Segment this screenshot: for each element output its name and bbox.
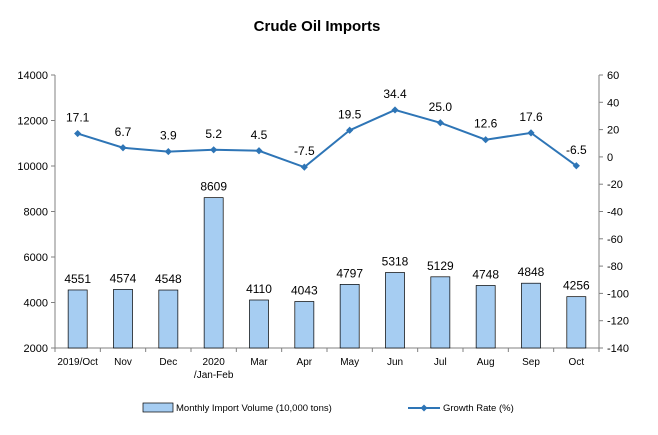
- bar: [294, 301, 315, 349]
- line-point-marker: [527, 129, 535, 137]
- right-tick-label: -40: [607, 207, 623, 219]
- right-tick-label: -80: [607, 261, 623, 273]
- line-point-marker: [436, 119, 444, 127]
- bar: [521, 282, 541, 349]
- x-tick-label: Dec: [159, 357, 177, 368]
- left-tick-label: 2000: [24, 343, 48, 355]
- line-data-label: 17.1: [66, 111, 90, 125]
- x-tick-label: Nov: [114, 357, 132, 368]
- x-tick-label: Oct: [569, 357, 585, 368]
- bar-data-label: 5129: [427, 259, 454, 273]
- bar: [113, 289, 133, 349]
- line-point-marker: [482, 136, 490, 144]
- left-tick-label: 10000: [17, 161, 48, 173]
- bar: [67, 289, 88, 349]
- x-tick-label: Apr: [297, 357, 313, 368]
- growth-rate-line: [77, 108, 577, 169]
- bar: [158, 289, 179, 349]
- line-data-label: 12.6: [474, 117, 498, 131]
- right-tick-label: -120: [607, 316, 629, 328]
- line-data-label: 34.4: [383, 87, 407, 101]
- bar: [203, 197, 224, 349]
- line-data-label: 25.0: [429, 100, 453, 114]
- bar-data-label: 4256: [563, 279, 590, 293]
- x-tick-label: May: [340, 357, 359, 368]
- left-tick-label: 14000: [17, 70, 48, 82]
- line-point-marker: [300, 163, 308, 171]
- bar-data-label: 4551: [64, 272, 91, 286]
- right-tick-label: -20: [607, 179, 623, 191]
- line-point-marker: [255, 147, 263, 155]
- bar-data-label: 4748: [472, 267, 499, 281]
- x-tick-label: Mar: [250, 357, 268, 368]
- x-tick-label: 2019/Oct: [57, 357, 98, 368]
- x-tick-label: Aug: [477, 357, 495, 368]
- bar-data-label: 4110: [246, 282, 272, 296]
- bar: [430, 276, 451, 349]
- legend-bar-label: Monthly Import Volume (10,000 tons): [176, 403, 332, 414]
- right-tick-label: -140: [607, 343, 629, 355]
- right-tick-label: -60: [607, 234, 623, 246]
- line-point-marker: [572, 162, 580, 170]
- bar-data-label: 8609: [200, 180, 227, 194]
- bar: [566, 296, 587, 349]
- left-tick-label: 12000: [17, 116, 48, 128]
- right-tick-label: 0: [607, 152, 613, 164]
- line-data-label: 5.2: [205, 127, 222, 141]
- bar-data-label: 4043: [291, 284, 318, 298]
- line-data-label: -6.5: [566, 143, 587, 157]
- line-point-marker: [164, 147, 172, 156]
- left-tick-label: 4000: [24, 298, 48, 310]
- x-tick-label: /Jan-Feb: [194, 370, 234, 381]
- left-tick-label: 6000: [24, 252, 48, 264]
- line-data-label: 3.9: [160, 129, 177, 143]
- x-tick-label: Jul: [434, 357, 447, 368]
- line-data-label: 6.7: [115, 125, 132, 139]
- legend: Monthly Import Volume (10,000 tons) Growt…: [142, 402, 514, 414]
- x-tick-label: 2020: [203, 357, 226, 368]
- right-tick-label: 40: [607, 97, 619, 109]
- bar-data-label: 4574: [110, 271, 137, 285]
- x-tick-label: Jun: [387, 357, 403, 368]
- line-data-label: -7.5: [294, 144, 315, 158]
- line-point-marker: [346, 126, 354, 134]
- line-point-marker: [210, 146, 218, 154]
- chart-title: Crude Oil Imports: [254, 18, 381, 35]
- line-data-label: 17.6: [519, 110, 543, 124]
- bar: [249, 299, 269, 349]
- line-point-marker: [119, 144, 127, 152]
- right-tick-label: 20: [607, 125, 619, 137]
- line-point-marker: [391, 106, 399, 114]
- bar: [385, 272, 405, 349]
- left-tick-label: 8000: [24, 207, 48, 219]
- bar: [339, 284, 360, 349]
- bar-data-label: 4848: [518, 265, 545, 279]
- plot-area: 2000 4000 6000 8000 10000 12000 14000 -140 -120 -…: [17, 70, 629, 381]
- bar-data-label: 4548: [155, 272, 182, 286]
- line-data-label: 19.5: [338, 107, 362, 121]
- line-data-label: 4.5: [251, 128, 268, 142]
- line-point-marker: [74, 129, 82, 138]
- bar: [475, 285, 496, 349]
- right-tick-label: 60: [607, 70, 619, 82]
- right-tick-label: -100: [607, 288, 629, 300]
- legend-line-label: Growth Rate (%): [443, 403, 514, 414]
- legend-line-marker: [420, 404, 428, 412]
- bar-data-label: 4797: [336, 266, 363, 280]
- x-tick-label: Sep: [522, 357, 540, 368]
- legend-bar-swatch: [142, 402, 174, 413]
- bar-data-label: 5318: [382, 255, 409, 269]
